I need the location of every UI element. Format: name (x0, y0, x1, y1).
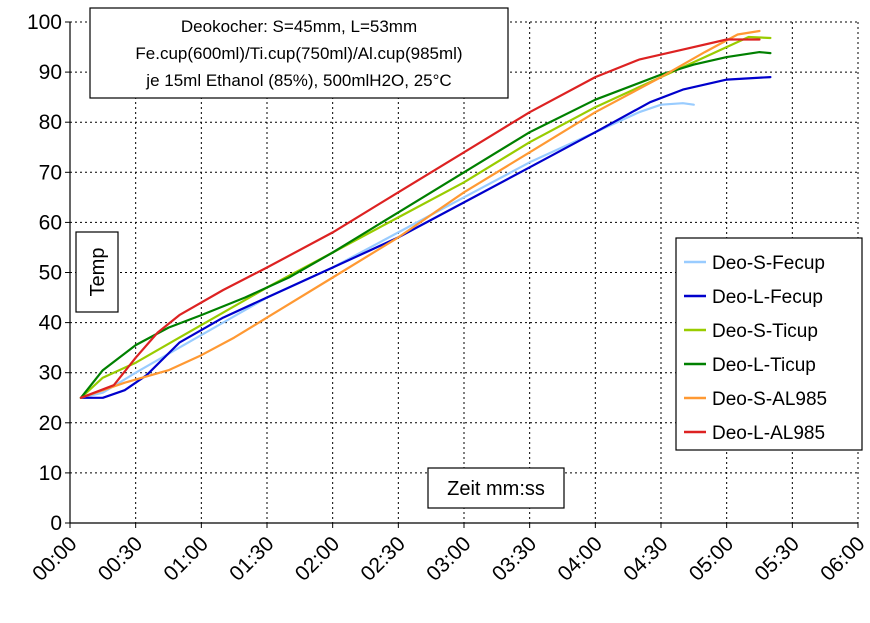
y-axis-label-frame (75, 231, 119, 313)
legend-label: Deo-L-Fecup (712, 287, 823, 308)
title-line-3: je 15ml Ethanol (85%), 500mlH2O, 25°C (145, 71, 451, 90)
x-tick-label: 03:00 (422, 532, 475, 585)
x-tick-label: 05:30 (750, 532, 803, 585)
y-tick-label: 0 (50, 512, 62, 535)
x-tick-label: 05:00 (685, 532, 738, 585)
title-box-frame (89, 7, 509, 99)
x-axis-label-box: Zeit mm:ss (427, 467, 565, 509)
x-tick-label: 02:00 (291, 532, 344, 585)
legend: Deo-S-Fecup Deo-L-Fecup Deo-S-Ticup Deo-L-T… (675, 237, 863, 451)
y-tick-label: 50 (39, 262, 62, 285)
y-tick-label: 10 (39, 462, 62, 485)
x-axis-label: Zeit mm:ss (447, 478, 545, 500)
x-tick-label: 04:00 (553, 532, 606, 585)
x-tick-label: 00:00 (28, 532, 81, 585)
title-line-1: Deokocher: S=45mm, L=53mm (181, 17, 417, 36)
x-axis-ticks: 00:00 00:30 01:00 01:30 02:00 02:30 03:00 03:30… (28, 523, 870, 586)
y-tick-label: 20 (39, 412, 62, 435)
y-tick-label: 70 (39, 161, 62, 184)
y-tick-label: 30 (39, 362, 62, 385)
series-lines (79, 29, 772, 399)
legend-label: Deo-S-AL985 (712, 389, 827, 410)
legend-label: Deo-L-AL985 (712, 423, 825, 444)
y-axis-label: Temp (87, 248, 109, 297)
x-tick-label: 06:00 (816, 532, 869, 585)
x-tick-label: 01:30 (225, 532, 278, 585)
x-tick-label: 04:30 (619, 532, 672, 585)
series-line-deo-s-ticup (79, 35, 772, 399)
series-line-deo-s-al985 (79, 29, 761, 399)
y-axis-label-box: Temp (75, 231, 119, 313)
x-tick-label: 03:30 (488, 532, 541, 585)
title-line-2: Fe.cup(600ml)/Ti.cup(750ml)/Al.cup(985ml… (135, 44, 462, 63)
series-line-deo-s-fecup (79, 102, 695, 399)
series-line-deo-l-fecup (79, 75, 772, 399)
y-tick-label: 100 (27, 11, 62, 34)
x-tick-label: 00:30 (94, 532, 147, 585)
legend-label: Deo-L-Ticup (712, 355, 816, 376)
x-axis-label-frame (427, 467, 565, 509)
legend-frame (675, 237, 863, 451)
legend-label: Deo-S-Fecup (712, 253, 825, 274)
x-tick-label: 01:00 (159, 532, 212, 585)
y-tick-label: 80 (39, 111, 62, 134)
x-tick-label: 02:30 (356, 532, 409, 585)
legend-label: Deo-S-Ticup (712, 321, 818, 342)
y-axis-ticks: 0 10 20 30 40 50 60 70 80 90 100 (27, 11, 70, 535)
y-tick-label: 60 (39, 211, 62, 234)
y-tick-label: 90 (39, 61, 62, 84)
y-tick-label: 40 (39, 312, 62, 335)
series-line-deo-l-al985 (79, 38, 761, 399)
title-box: Deokocher: S=45mm, L=53mm Fe.cup(600ml)/… (89, 7, 509, 99)
